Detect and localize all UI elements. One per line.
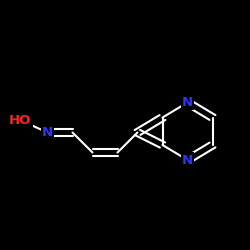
Text: N: N — [182, 96, 193, 109]
Text: N: N — [42, 126, 53, 139]
Text: N: N — [182, 154, 193, 166]
Text: HO: HO — [9, 114, 31, 126]
